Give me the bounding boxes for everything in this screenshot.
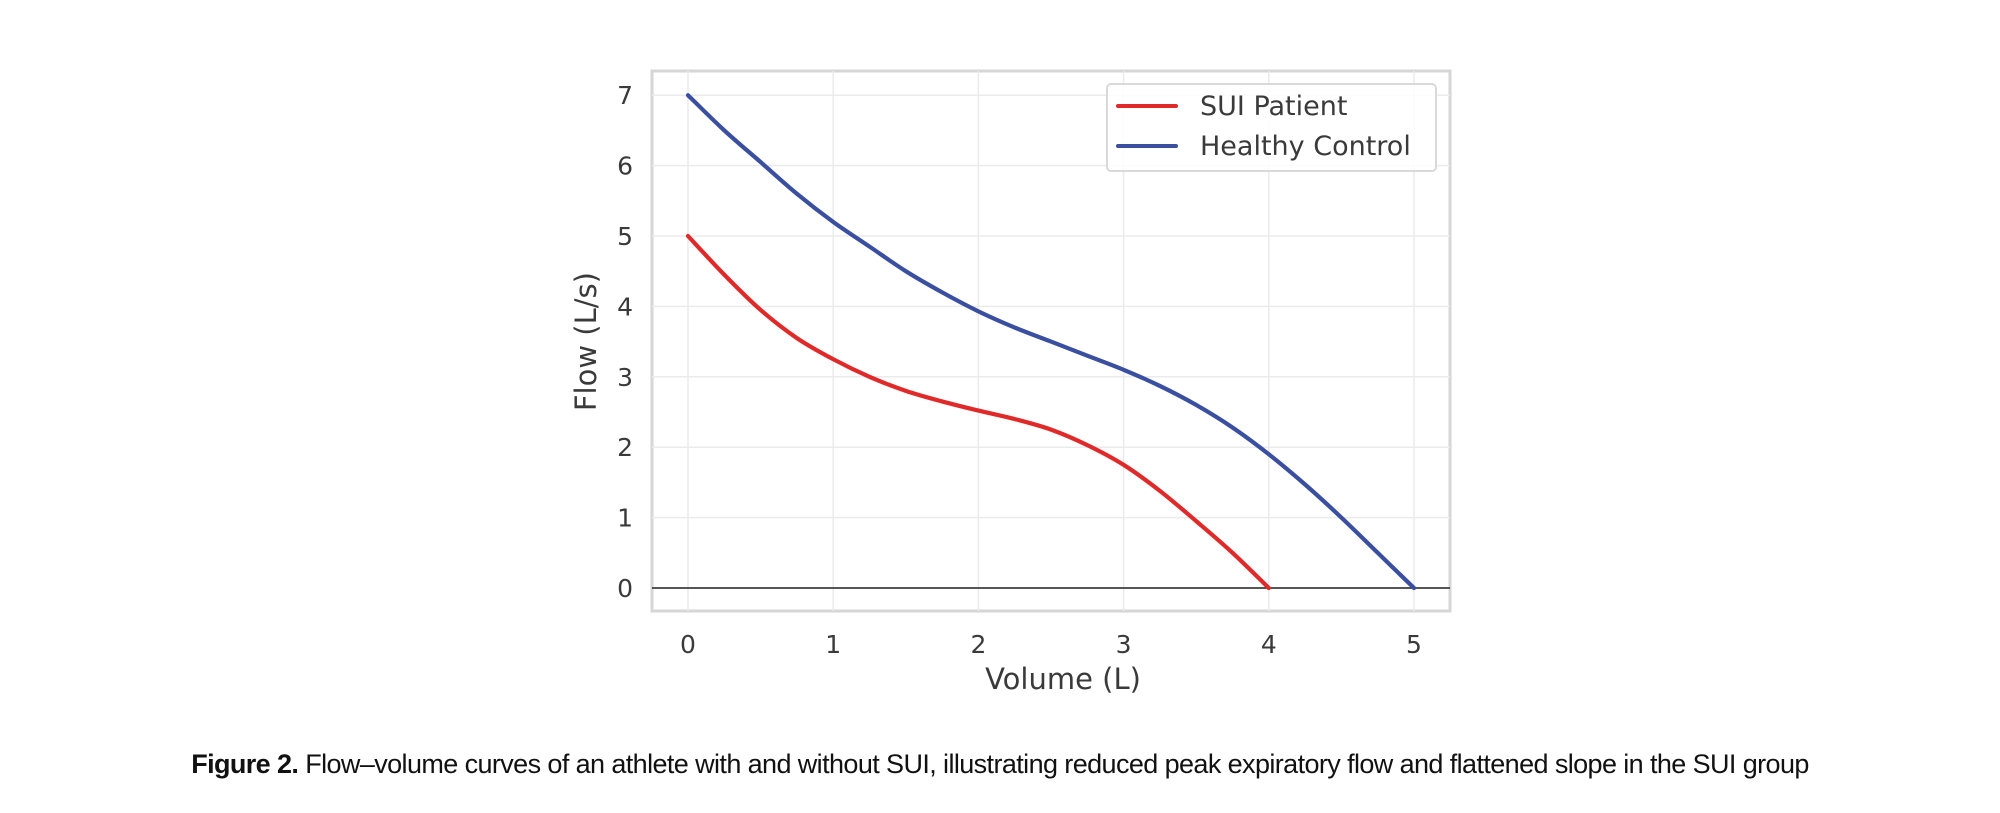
x-tick-label: 0 xyxy=(680,630,696,659)
x-tick-label: 3 xyxy=(1116,630,1132,659)
legend-label-healthy-control: Healthy Control xyxy=(1200,131,1411,162)
x-axis-label: Volume (L) xyxy=(985,662,1141,696)
series-line-healthy-control xyxy=(685,93,1417,591)
figure-caption-label: Figure 2. xyxy=(191,749,299,779)
figure-caption: Figure 2. Flow–volume curves of an athle… xyxy=(0,749,2000,780)
legend-box xyxy=(1106,83,1437,172)
x-tick-label: 4 xyxy=(1261,630,1277,659)
y-tick-label: 5 xyxy=(617,222,633,251)
y-axis-label: Flow (L/s) xyxy=(569,272,603,411)
y-tick-label: 7 xyxy=(617,81,633,110)
legend: SUI Patient Healthy Control xyxy=(1106,83,1437,172)
x-tick-label: 1 xyxy=(825,630,841,659)
legend-label-sui-patient: SUI Patient xyxy=(1200,91,1347,122)
x-tick-label: 2 xyxy=(970,630,986,659)
y-tick-labels: 0 1 2 3 4 5 6 7 xyxy=(617,81,633,603)
series-group xyxy=(685,93,1417,591)
y-tick-label: 2 xyxy=(617,433,633,462)
y-tick-label: 6 xyxy=(617,152,633,181)
y-tick-label: 3 xyxy=(617,363,633,392)
flow-volume-chart: 0 1 2 3 4 5 0 1 2 3 4 5 6 7 Volume (L) Flow (L/s) SU… xyxy=(569,69,1452,696)
series-line-sui-patient xyxy=(685,233,1271,591)
figure-caption-text: Flow–volume curves of an athlete with an… xyxy=(298,749,1809,779)
x-tick-label: 5 xyxy=(1406,630,1422,659)
y-tick-label: 4 xyxy=(617,292,633,321)
x-tick-labels: 0 1 2 3 4 5 xyxy=(680,630,1422,659)
y-tick-label: 0 xyxy=(617,574,633,603)
y-tick-label: 1 xyxy=(617,504,633,533)
